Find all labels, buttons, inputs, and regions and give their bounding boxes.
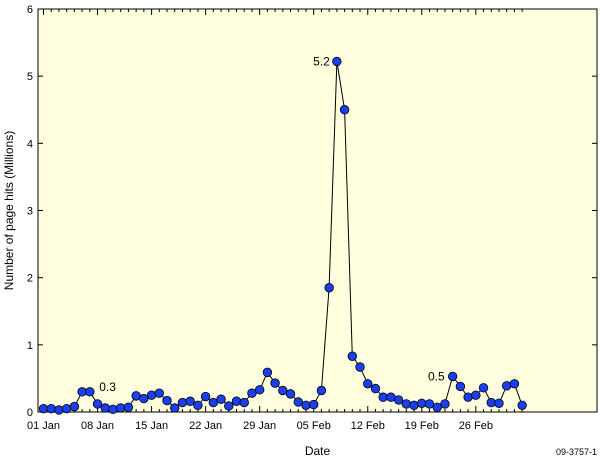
- data-point: [139, 393, 149, 404]
- data-point: [517, 400, 527, 410]
- data-annotation: 5.2: [313, 54, 330, 68]
- x-axis-title: Date: [305, 444, 331, 458]
- data-annotation: 0.3: [99, 380, 116, 394]
- data-point: [309, 399, 319, 410]
- data-point: [347, 351, 358, 361]
- data-point: [378, 392, 388, 402]
- data-point: [409, 400, 419, 410]
- data-point: [224, 401, 234, 411]
- data-point: [247, 388, 257, 398]
- data-point: [463, 392, 473, 402]
- data-points: [38, 56, 527, 415]
- data-point: [262, 367, 273, 378]
- y-tick-label: 4: [27, 138, 33, 150]
- data-point: [332, 56, 342, 67]
- data-point: [447, 371, 458, 382]
- data-point: [301, 400, 311, 410]
- data-point: [54, 405, 64, 415]
- plot-area: [37, 8, 598, 413]
- data-point: [278, 385, 288, 396]
- data-point: [170, 403, 180, 413]
- x-tick-label: 05 Feb: [297, 420, 331, 432]
- data-point: [115, 403, 126, 413]
- data-point: [77, 387, 87, 397]
- data-point: [424, 399, 435, 409]
- data-point: [471, 390, 481, 400]
- data-point: [432, 402, 442, 412]
- data-point: [38, 403, 49, 414]
- x-tick-label: 12 Feb: [351, 420, 385, 432]
- data-point: [417, 398, 427, 408]
- data-point: [509, 379, 520, 389]
- y-axis-title: Number of page hits (Millions): [2, 131, 16, 290]
- y-tick-label: 6: [27, 4, 33, 16]
- data-point: [293, 397, 303, 407]
- data-point: [200, 391, 211, 402]
- annotations: 0.3 5.2 0.5: [99, 54, 445, 393]
- data-point: [486, 397, 496, 408]
- data-point: [61, 403, 72, 414]
- data-point: [401, 399, 412, 409]
- data-point: [270, 378, 280, 388]
- data-point: [324, 283, 334, 293]
- data-point: [69, 401, 80, 412]
- y-tick-label: 5: [27, 71, 33, 83]
- data-point: [370, 383, 381, 394]
- data-point: [108, 404, 118, 415]
- x-tick-label: 15 Jan: [135, 420, 168, 432]
- y-tick-label: 0: [27, 407, 33, 419]
- data-point: [363, 379, 373, 389]
- data-point: [208, 397, 219, 408]
- data-point: [316, 385, 327, 396]
- figure-id: 09-3757-1: [556, 447, 597, 457]
- data-point: [92, 399, 103, 409]
- y-tick-label: 3: [27, 206, 33, 218]
- data-annotation: 0.5: [428, 369, 445, 383]
- data-point: [440, 399, 450, 409]
- x-tick-label: 08 Jan: [81, 420, 114, 432]
- data-point: [478, 383, 489, 393]
- data-point: [339, 105, 350, 115]
- data-point: [239, 397, 249, 408]
- data-point: [146, 390, 157, 400]
- data-point: [46, 403, 56, 414]
- x-tick-label: 29 Jan: [243, 420, 276, 432]
- data-point: [154, 388, 165, 398]
- data-point: [285, 389, 296, 399]
- data-point: [123, 402, 134, 412]
- data-point: [216, 394, 226, 404]
- y-axis: 0 1 2 3 4 5 6: [27, 4, 597, 419]
- data-point: [177, 397, 188, 408]
- data-point: [185, 396, 195, 406]
- data-point: [131, 391, 141, 401]
- data-point: [393, 395, 404, 405]
- data-point: [494, 398, 504, 408]
- data-point: [455, 381, 466, 392]
- data-point: [355, 362, 365, 372]
- y-tick-label: 2: [27, 273, 33, 285]
- data-point: [162, 395, 172, 406]
- x-tick-label: 19 Feb: [405, 420, 439, 432]
- data-point: [386, 392, 396, 402]
- x-tick-label: 26 Feb: [459, 420, 493, 432]
- data-point: [100, 403, 110, 413]
- data-point: [193, 400, 203, 410]
- data-point: [85, 387, 95, 397]
- y-tick-label: 1: [27, 340, 33, 352]
- x-axis: 01 Jan 08 Jan 15 Jan 22 Jan 29 Jan 05 Feb 12 F…: [27, 9, 523, 432]
- data-point: [254, 385, 265, 395]
- x-tick-label: 22 Jan: [189, 420, 222, 432]
- data-point: [231, 396, 242, 406]
- data-point: [502, 381, 512, 391]
- x-tick-label: 01 Jan: [27, 420, 60, 432]
